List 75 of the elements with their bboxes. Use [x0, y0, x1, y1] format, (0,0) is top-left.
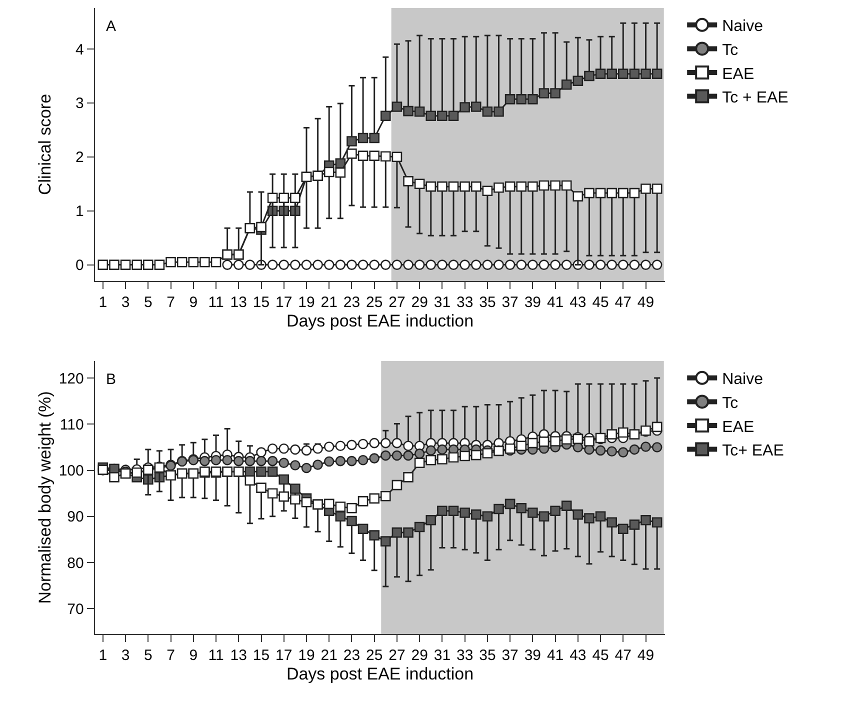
x-tick-label: 31: [434, 647, 451, 664]
legend-label: Tc + EAE: [722, 90, 788, 107]
y-tick-label: 4: [76, 41, 84, 58]
x-tick-label: 9: [189, 294, 198, 312]
x-tick-label: 7: [166, 294, 175, 312]
y-tick-label: 3: [76, 95, 84, 112]
x-tick-label: 5: [144, 647, 152, 664]
x-tick-label: 43: [570, 294, 586, 312]
x-tick-label: 25: [366, 647, 383, 664]
y-tick-label: 0: [76, 257, 84, 274]
x-tick-label: 29: [411, 294, 428, 312]
legend-label: EAE: [722, 66, 754, 83]
x-tick-label: 45: [592, 294, 609, 312]
x-tick-label: 21: [320, 647, 338, 664]
x-tick-label: 1: [98, 647, 108, 664]
x-tick-label: 41: [546, 294, 564, 312]
x-tick-label: 23: [343, 294, 360, 312]
x-tick-label: 49: [637, 294, 654, 312]
y-tick-label: 120: [58, 370, 84, 388]
x-tick-label: 3: [121, 647, 130, 664]
annotation: A: [106, 18, 116, 35]
x-tick-label: 29: [411, 647, 428, 664]
y-tick-label: 80: [67, 554, 84, 572]
x-tick-label: 37: [502, 294, 518, 312]
x-tick-label: 13: [230, 647, 247, 664]
legend-label: EAE: [722, 418, 754, 436]
y-tick-label: 70: [67, 600, 84, 618]
y-tick-label: 2: [76, 149, 84, 166]
x-tick-label: 19: [298, 294, 315, 312]
x-tick-label: 39: [524, 294, 542, 312]
x-tick-label: 27: [388, 647, 406, 664]
x-tick-label: 33: [456, 294, 474, 312]
legend-label: Tc: [722, 394, 738, 412]
y-tick-label: 110: [60, 416, 84, 434]
x-tick-label: 17: [276, 647, 292, 664]
x-tick-label: 27: [388, 294, 406, 312]
x-tick-label: 49: [637, 647, 654, 664]
x-tick-label: 21: [320, 294, 338, 312]
x-tick-label: 31: [434, 294, 451, 312]
x-tick-label: 47: [614, 647, 632, 664]
x-axis-title: Days post EAE induction: [286, 312, 474, 331]
x-axis-title: Days post EAE induction: [286, 664, 474, 684]
x-tick-label: 47: [614, 294, 632, 312]
legend-label: Naive: [722, 371, 764, 388]
x-tick-label: 33: [456, 647, 474, 664]
x-tick-label: 13: [230, 294, 247, 312]
x-tick-label: 15: [252, 647, 270, 664]
x-tick-label: 11: [208, 647, 224, 664]
y-axis-title: Clinical score: [36, 94, 55, 196]
x-tick-label: 15: [252, 294, 270, 312]
legend-label: Naive: [722, 18, 764, 36]
x-tick-label: 9: [189, 647, 198, 664]
x-tick-label: 35: [479, 647, 496, 664]
legend-label: Tc+ EAE: [722, 442, 784, 460]
x-tick-label: 19: [298, 647, 315, 664]
x-tick-label: 11: [208, 294, 224, 312]
x-tick-label: 35: [479, 294, 496, 312]
x-tick-label: 17: [276, 294, 292, 312]
y-tick-label: 100: [58, 462, 84, 480]
x-tick-label: 37: [502, 647, 518, 664]
x-tick-label: 45: [592, 647, 609, 664]
y-axis-title: Normalised body weight (%): [36, 391, 55, 604]
y-tick-label: 1: [76, 203, 84, 220]
x-tick-label: 25: [366, 294, 383, 312]
legend-label: Tc: [722, 42, 738, 59]
x-tick-label: 43: [570, 647, 586, 664]
x-tick-label: 7: [166, 647, 175, 664]
x-tick-label: 1: [98, 294, 108, 312]
x-tick-label: 5: [144, 294, 152, 312]
y-tick-label: 90: [67, 508, 84, 526]
x-tick-label: 41: [546, 647, 564, 664]
annotation: B: [106, 371, 116, 388]
x-tick-label: 23: [343, 647, 360, 664]
x-tick-label: 39: [524, 647, 542, 664]
x-tick-label: 3: [121, 294, 130, 312]
